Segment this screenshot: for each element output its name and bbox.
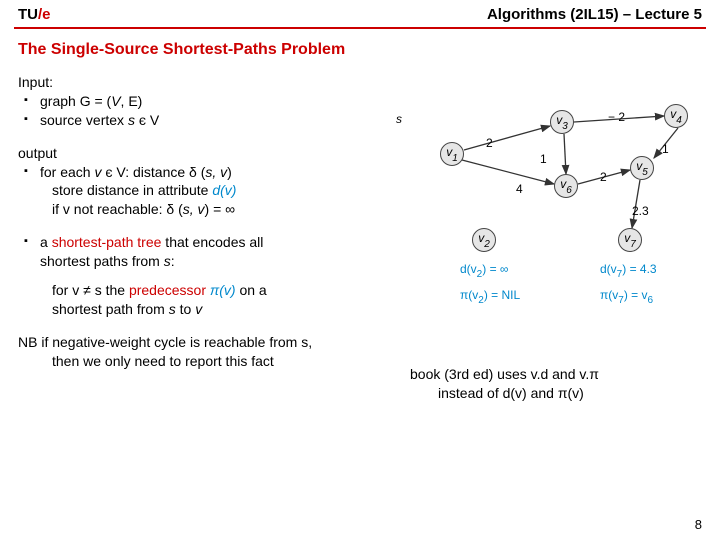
footnote-l2: instead of d(v) and π(v) — [410, 384, 710, 403]
header-rule — [14, 27, 706, 29]
input-block: Input: graph G = (V, E) source vertex s … — [18, 73, 408, 130]
graph-edges — [400, 98, 700, 338]
spt-bullet: a shortest-path tree that encodes all sh… — [18, 233, 408, 271]
w-v4v5: 1 — [662, 142, 669, 156]
page-number: 8 — [695, 517, 702, 532]
uni-slash-e: /e — [38, 6, 51, 23]
graph: s v1 v3 v4 v5 v6 v2 v7 2 − 2 1 1 2 4 2.3… — [400, 98, 700, 338]
output-line-2: store distance in attribute d(v) — [18, 181, 408, 200]
header: TU/e Algorithms (2IL15) – Lecture 5 — [0, 0, 720, 27]
ann-pv2: π(v2) = NIL — [460, 288, 520, 305]
node-v7: v7 — [618, 228, 642, 252]
output-block: output for each v є V: distance δ (s, v)… — [18, 144, 408, 220]
node-v3: v3 — [550, 110, 574, 134]
input-bullet-2: source vertex s є V — [18, 111, 408, 130]
footnote: book (3rd ed) uses v.d and v.π instead o… — [410, 365, 710, 403]
output-line-3: if v not reachable: δ (s, v) = ∞ — [18, 200, 408, 219]
node-s — [410, 110, 434, 134]
node-v5: v5 — [630, 156, 654, 180]
slide: TU/e Algorithms (2IL15) – Lecture 5 The … — [0, 0, 720, 540]
uni-tu: TU — [18, 6, 38, 23]
w-v5v7: 2.3 — [632, 204, 649, 218]
nb-block: NB if negative-weight cycle is reachable… — [18, 333, 408, 371]
input-label: Input: — [18, 73, 408, 92]
node-v2: v2 — [472, 228, 496, 252]
input-bullet-1: graph G = (V, E) — [18, 92, 408, 111]
node-v4: v4 — [664, 104, 688, 128]
ann-dv7: d(v7) = 4.3 — [600, 262, 657, 279]
spt-pred-1: for v ≠ s the predecessor π(v) on a — [18, 281, 408, 300]
w-v3v4: − 2 — [608, 110, 625, 124]
w-v3v6: 1 — [540, 152, 547, 166]
ann-dv2: d(v2) = ∞ — [460, 262, 508, 279]
course-title: Algorithms (2IL15) – Lecture 5 — [487, 6, 702, 23]
slide-title: The Single-Source Shortest-Paths Problem — [0, 33, 720, 73]
ann-pv7: π(v7) = v6 — [600, 288, 653, 305]
output-bullet-1: for each v є V: distance δ (s, v) — [18, 163, 408, 182]
uni-logo: TU/e — [18, 6, 51, 23]
w-v1v3: 2 — [486, 136, 493, 150]
w-v6v5: 2 — [600, 170, 607, 184]
output-label: output — [18, 144, 408, 163]
nb-line-2: then we only need to report this fact — [18, 352, 408, 371]
nb-line-1: NB if negative-weight cycle is reachable… — [18, 333, 408, 352]
node-v1: v1 — [440, 142, 464, 166]
spt-block: a shortest-path tree that encodes all sh… — [18, 233, 408, 319]
w-v1v6: 4 — [516, 182, 523, 196]
spt-pred-2: shortest path from s to v — [18, 300, 408, 319]
footnote-l1: book (3rd ed) uses v.d and v.π — [410, 365, 710, 384]
node-label-s: s — [396, 112, 402, 126]
node-v6: v6 — [554, 174, 578, 198]
